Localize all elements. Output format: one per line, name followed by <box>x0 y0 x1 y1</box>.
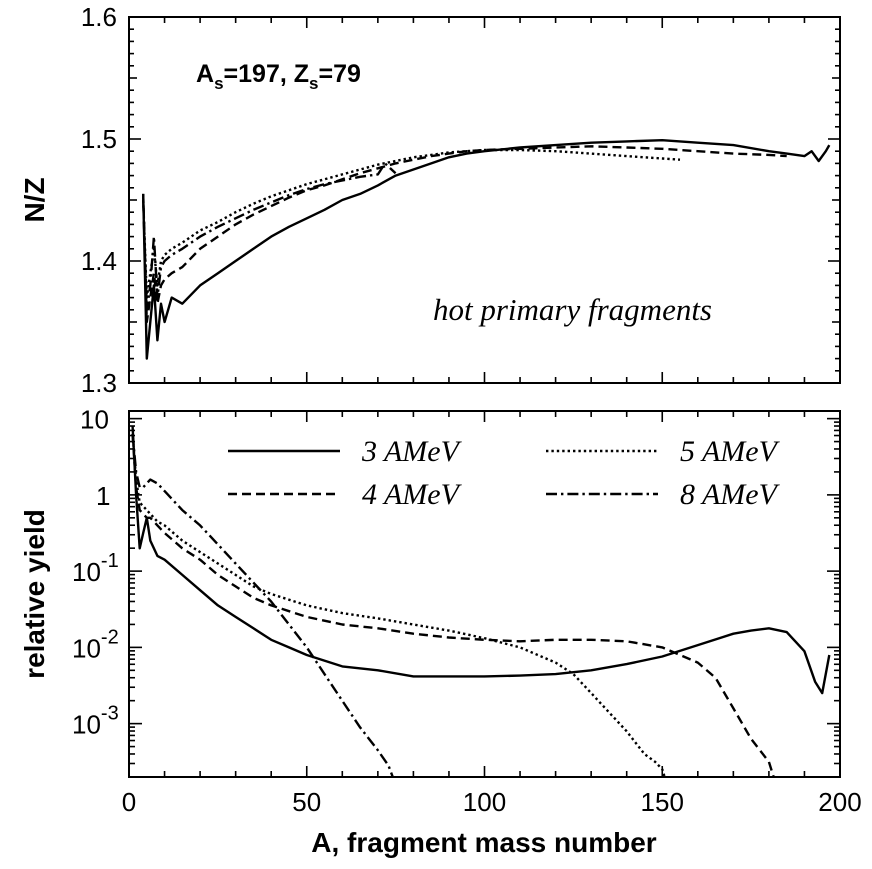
bottom-panel-xtick-labels: 0 50 100 150 200 <box>122 787 862 817</box>
top-series-8-amev <box>142 162 397 311</box>
top-panel-series <box>142 138 831 360</box>
bottom-y-axis-title: relative yield <box>19 509 50 679</box>
legend-label: 8 AMeV <box>680 478 781 511</box>
top-series-5-amev <box>142 148 681 299</box>
top-panel-ticks <box>128 16 841 384</box>
hot-primary-fragments-label: hot primary fragments <box>433 292 712 327</box>
top-y-tick-label: 1.3 <box>81 368 117 398</box>
legend-label: 3 AMeV <box>361 435 463 468</box>
bottom-series-4-amev <box>131 433 775 777</box>
system-annotation: As=197, Zs=79 <box>196 60 361 93</box>
bottom-panel-ytick-labels: 10 1 10-1 10-2 10-3 <box>72 405 119 740</box>
bottom-y-tick-label: 10 <box>80 405 109 435</box>
bottom-panel: 10 1 10-1 10-2 10-3 0 50 100 150 200 3 AMeV 4 AMe… <box>19 405 862 858</box>
bottom-x-tick-label: 100 <box>463 787 506 817</box>
bottom-series-3-amev <box>131 426 831 695</box>
top-y-axis-title: N/Z <box>19 177 50 222</box>
bottom-panel-series <box>131 426 831 777</box>
bottom-y-tick-label: 1 <box>96 481 110 511</box>
top-y-tick-label: 1.6 <box>81 2 117 32</box>
bottom-x-tick-label: 50 <box>292 787 321 817</box>
top-series-3-amev <box>142 138 831 360</box>
bottom-x-tick-label: 0 <box>122 787 136 817</box>
top-y-tick-label: 1.4 <box>81 246 117 276</box>
top-panel-ytick-labels: 1.3 1.4 1.5 1.6 <box>81 2 117 398</box>
legend-label: 4 AMeV <box>362 478 463 511</box>
top-panel: 1.3 1.4 1.5 1.6 As=197, Zs=79 hot primary f… <box>19 2 841 398</box>
x-axis-title: A, fragment mass number <box>311 827 657 858</box>
top-y-tick-label: 1.5 <box>81 124 117 154</box>
bottom-y-tick-label: 10-3 <box>72 703 119 740</box>
bottom-series-8-amev <box>131 433 395 777</box>
legend-label: 5 AMeV <box>680 435 781 468</box>
bottom-series-5-amev <box>131 433 666 777</box>
bottom-y-tick-label: 10-1 <box>72 550 119 587</box>
bottom-panel-ticks <box>128 411 841 778</box>
bottom-x-tick-label: 200 <box>818 787 861 817</box>
bottom-x-tick-label: 150 <box>641 787 684 817</box>
bottom-y-tick-label: 10-2 <box>72 626 119 663</box>
legend: 3 AMeV 4 AMeV 5 AMeV 8 AMeV <box>228 435 781 511</box>
